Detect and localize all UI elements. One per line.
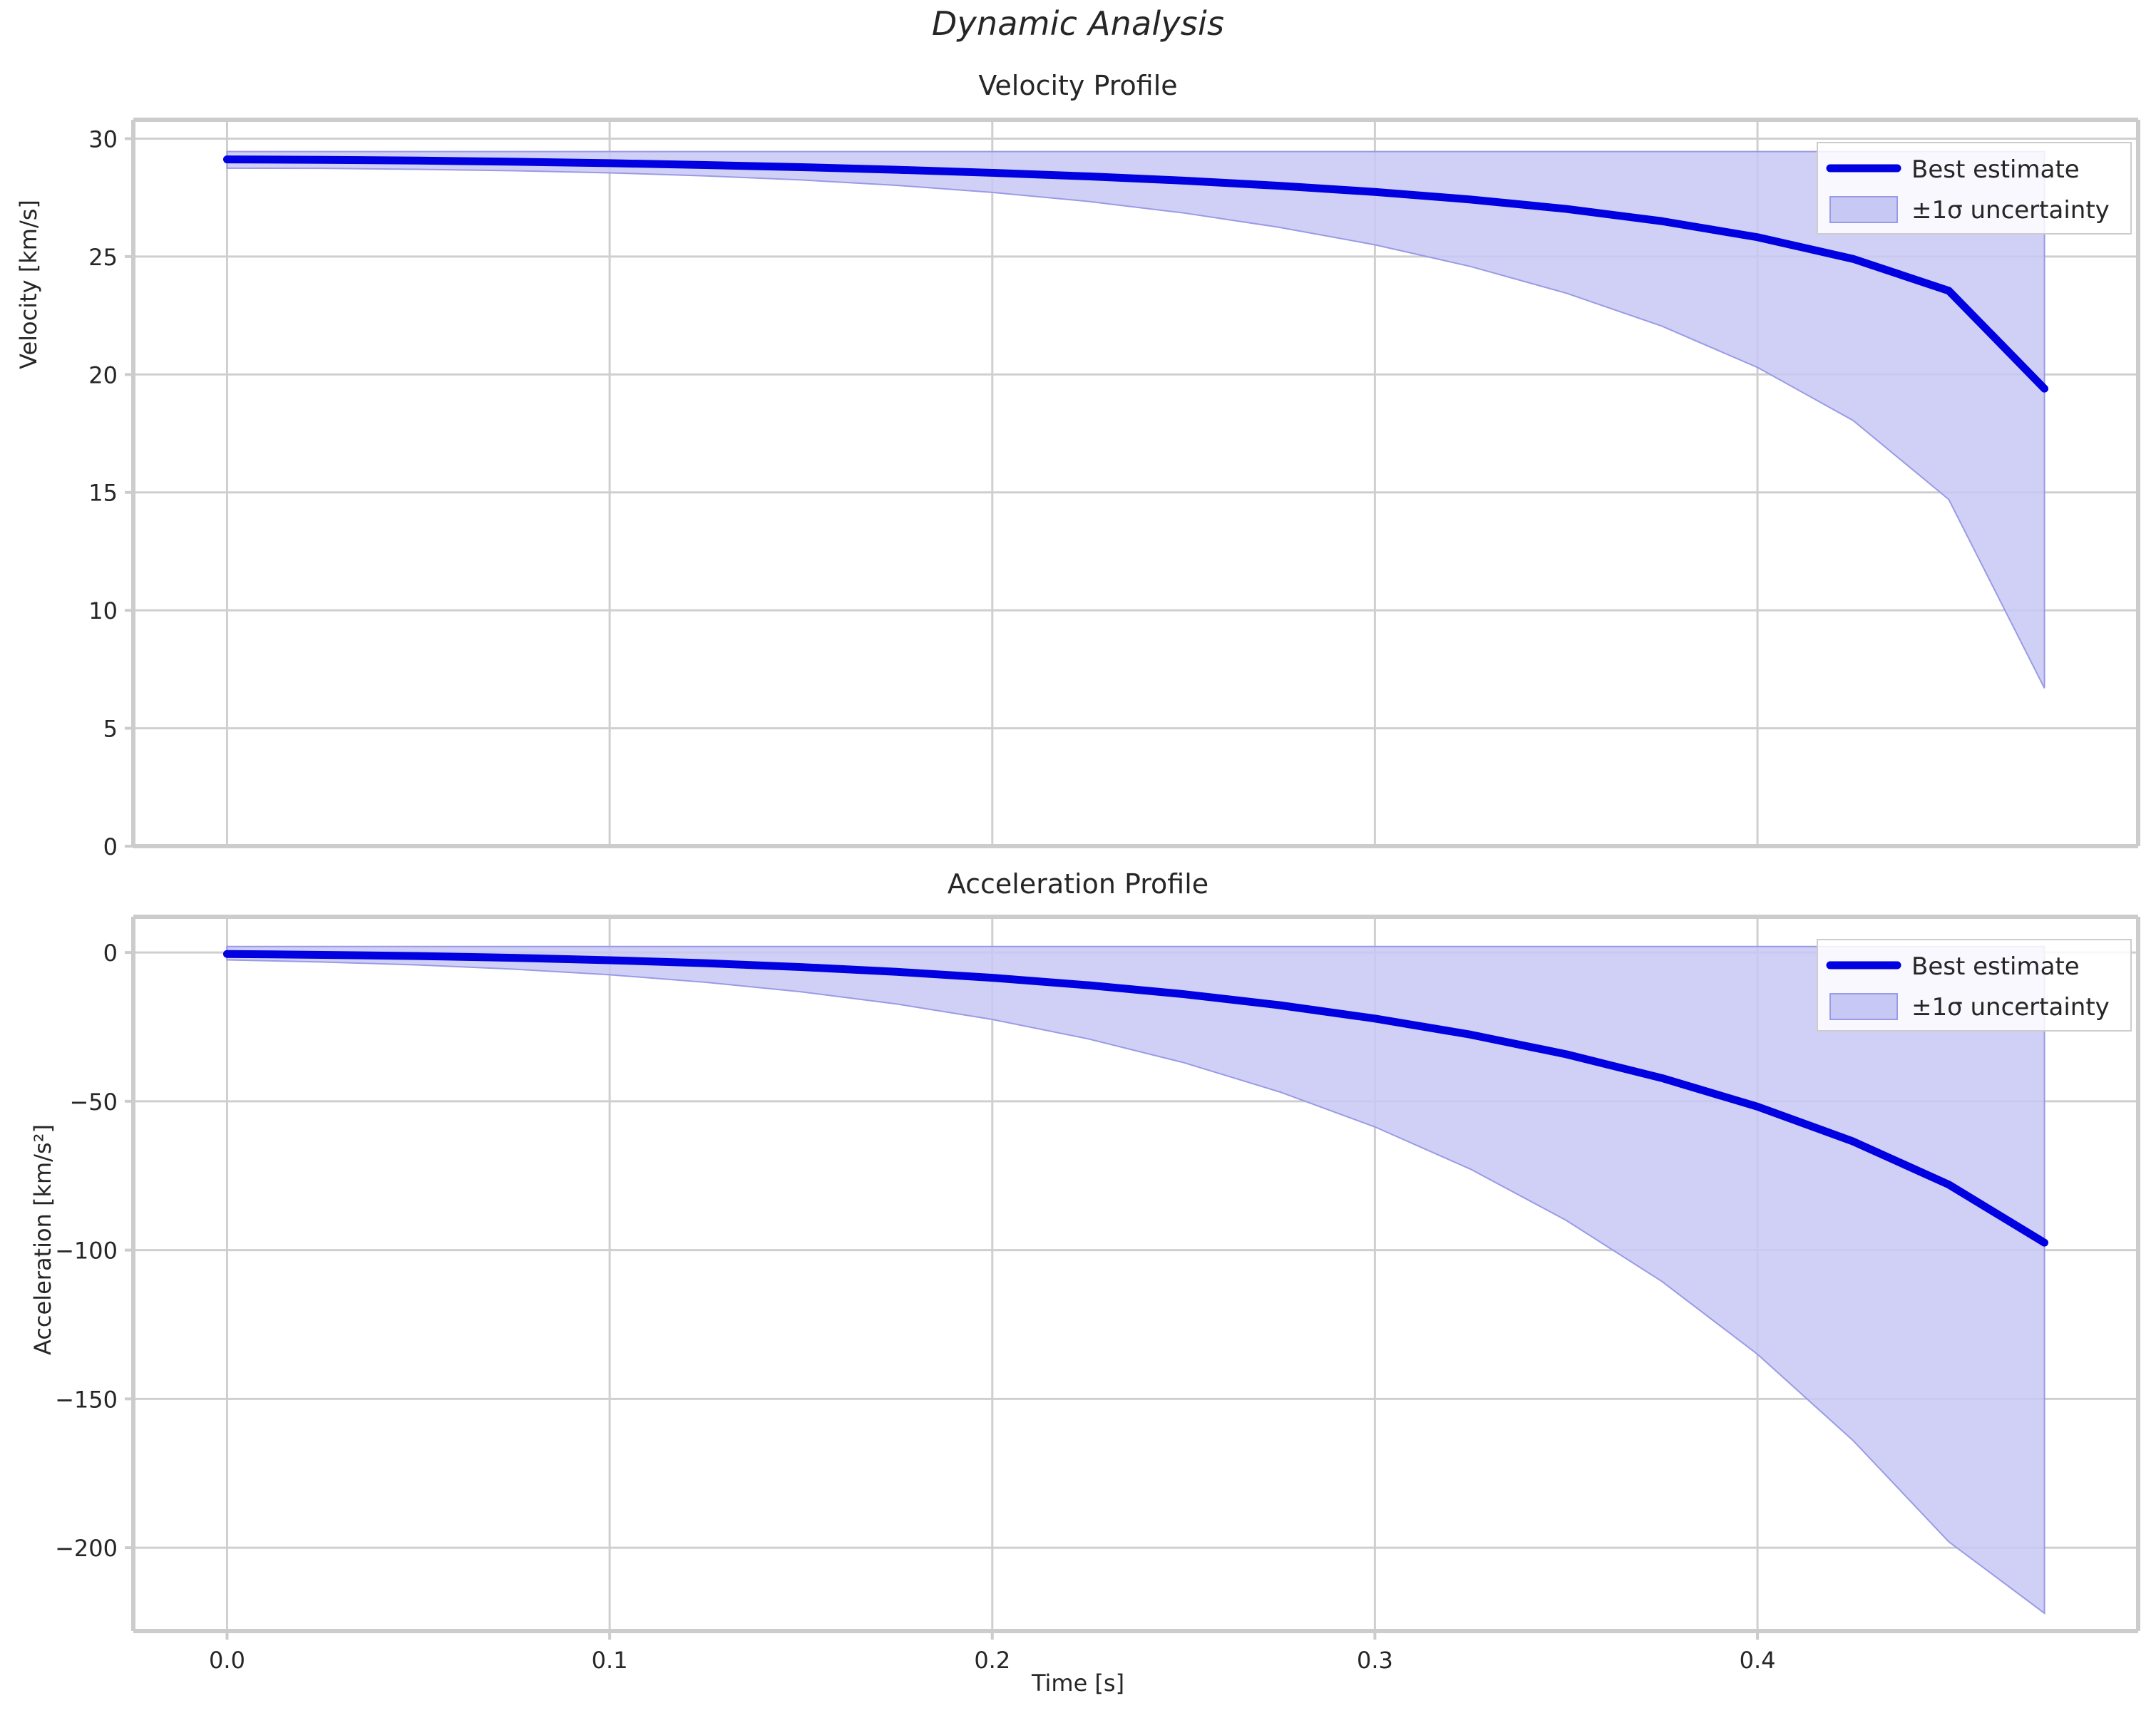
legend-label-uncertainty: ±1σ uncertainty [1911,196,2110,225]
acceleration-subplot-title: Acceleration Profile [947,868,1209,900]
uncertainty-band [226,945,2045,1615]
y-tick-label: 10 [88,597,118,624]
figure-suptitle: Dynamic Analysis [931,4,1225,43]
x-tick-label: 0.1 [592,1647,628,1674]
time-x-axis-label: Time [s] [1031,1670,1125,1697]
x-tick-label: 0.3 [1357,1647,1393,1674]
best-estimate-line [222,950,2049,1247]
y-tick-label: −150 [55,1386,118,1413]
legend-band-swatch [1829,993,1898,1020]
y-tick-label: 25 [88,244,118,271]
y-tick-label: 30 [88,125,118,153]
legend: Best estimate ±1σ uncertainty [1817,142,2132,235]
x-tick-label: 0.0 [209,1647,245,1674]
legend-label-best-estimate: Best estimate [1911,952,2080,981]
y-tick-label: −100 [55,1238,118,1265]
y-tick-label: 15 [88,480,118,507]
y-tick-label: 0 [103,833,118,860]
legend-label-best-estimate: Best estimate [1911,155,2080,184]
y-tick-label: −200 [55,1535,118,1562]
x-tick-label: 0.2 [974,1647,1010,1674]
y-tick-label: 0 [103,940,118,967]
uncertainty-band [226,150,2045,689]
x-tick-label: 0.4 [1740,1647,1776,1674]
y-tick-label: −50 [69,1089,118,1116]
legend: Best estimate ±1σ uncertainty [1817,939,2132,1032]
y-tick-label: 5 [103,716,118,743]
best-estimate-line [222,155,2049,393]
velocity-subplot-title: Velocity Profile [978,70,1178,101]
y-tick-label: 20 [88,361,118,389]
legend-band-swatch [1829,196,1898,223]
legend-label-uncertainty: ±1σ uncertainty [1911,993,2110,1022]
